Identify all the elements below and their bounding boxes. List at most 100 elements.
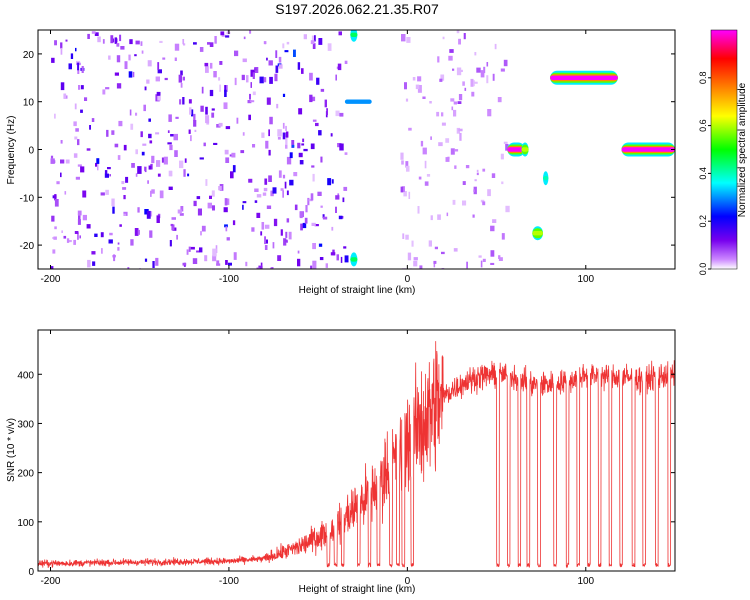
heatmap-cell: [91, 251, 96, 255]
heatmap-cell: [486, 75, 489, 84]
heatmap-cell: [434, 246, 438, 250]
heatmap-cell: [116, 55, 121, 63]
heatmap-cell: [319, 257, 324, 261]
heatmap-cell: [454, 165, 457, 169]
heatmap-cell: [220, 31, 225, 36]
heatmap-cell: [186, 249, 189, 255]
heatmap-cell: [277, 255, 282, 261]
snr-frame: [37, 329, 676, 572]
heatmap-cell: [193, 120, 197, 127]
heatmap-cell: [105, 87, 110, 90]
heatmap-cell: [80, 109, 83, 113]
heatmap-cell: [450, 148, 455, 155]
snr-x-tick-label: 100: [577, 576, 594, 587]
heatmap-cell: [411, 240, 414, 247]
heatmap-cell: [61, 230, 63, 233]
heatmap-cell: [75, 47, 77, 52]
heatmap-cell: [178, 74, 182, 83]
heatmap-cell: [149, 140, 153, 144]
heatmap-cell: [134, 228, 139, 236]
heatmap-cell: [91, 118, 95, 122]
heatmap-cell: [224, 198, 228, 206]
heatmap-cell: [196, 250, 200, 253]
heatmap-cell: [400, 186, 404, 193]
heatmap-cell: [310, 143, 315, 150]
heatmap-cell: [284, 181, 287, 189]
heatmap-cell: [74, 231, 79, 234]
snr-panel: -200 -100 0 100 0 100 200 300 400 Height of str…: [6, 329, 676, 595]
heatmap-cell: [211, 108, 215, 111]
heatmap-cell: [53, 236, 57, 240]
heatmap-cell: [285, 137, 288, 145]
heatmap-cell: [331, 179, 334, 184]
heatmap-cell: [54, 40, 57, 46]
heatmap-cell: [262, 192, 267, 196]
heatmap-cell: [169, 240, 172, 247]
heatmap-cell: [106, 129, 109, 137]
heatmap-cell: [179, 99, 182, 105]
heatmap-cell: [225, 126, 231, 130]
heatmap-y-tick-label: 0: [28, 146, 34, 157]
heatmap-cell: [109, 174, 111, 177]
heatmap-cell: [419, 265, 423, 269]
heatmap-cell: [450, 98, 455, 102]
heatmap-cell: [308, 198, 313, 202]
heatmap-cell: [404, 82, 407, 90]
heatmap-cell: [264, 245, 268, 250]
heatmap-cell: [405, 98, 409, 102]
heatmap-cell: [199, 247, 203, 253]
heatmap-cell: [462, 81, 465, 86]
heatmap-cell: [148, 133, 152, 139]
heatmap-cell: [330, 252, 336, 256]
heatmap-cell: [302, 138, 305, 143]
heatmap-cell: [501, 233, 505, 240]
heatmap-cell: [429, 101, 432, 104]
heatmap-cell: [230, 171, 234, 179]
heatmap-cell: [54, 113, 56, 119]
heatmap-cell: [252, 91, 256, 96]
heatmap-cell: [453, 101, 457, 105]
heatmap-cell: [263, 41, 267, 45]
heatmap-cell: [201, 86, 204, 94]
heatmap-cell: [242, 201, 247, 204]
heatmap-cell: [218, 122, 223, 127]
heatmap-cell: [111, 198, 115, 207]
heatmap-cell: [301, 143, 305, 146]
heatmap-cell: [338, 31, 342, 36]
heatmap-x-axis-label: Height of straight line (km): [299, 285, 416, 296]
heatmap-x-tick-label: -200: [40, 274, 60, 285]
heatmap-cell: [232, 165, 236, 173]
heatmap-cell: [60, 159, 65, 164]
snr-y-tick-label: 0: [28, 567, 34, 578]
heatmap-cell: [140, 41, 143, 46]
heatmap-cell: [256, 267, 260, 269]
heatmap-cell: [137, 229, 140, 235]
heatmap-cell: [109, 232, 113, 236]
heatmap-cell: [492, 73, 495, 81]
heatmap-cell: [490, 250, 495, 257]
heatmap-cell: [408, 191, 411, 199]
heatmap-cell: [482, 168, 486, 172]
colorbar-gradient: [710, 29, 738, 270]
heatmap-cell: [282, 43, 285, 49]
heatmap-cell: [78, 215, 81, 223]
heatmap-cell: [494, 43, 497, 50]
heatmap-cell: [188, 246, 191, 252]
heatmap-cell: [193, 200, 197, 207]
heatmap-cell: [280, 229, 283, 236]
heatmap-cell: [77, 210, 82, 216]
heatmap-cell: [330, 133, 333, 137]
heatmap-cell: [342, 197, 345, 203]
heatmap-cell: [65, 159, 70, 164]
heatmap-cell: [179, 160, 184, 169]
heatmap-cell: [221, 34, 226, 37]
snr-y-tick-label: 300: [17, 419, 34, 430]
heatmap-cell: [284, 50, 289, 53]
heatmap-cell: [339, 112, 344, 117]
heatmap-cell: [174, 43, 180, 51]
heatmap-cell: [151, 155, 155, 164]
heatmap-cell: [445, 157, 450, 162]
heatmap-cell: [218, 77, 221, 81]
heatmap-cell: [207, 42, 211, 45]
heatmap-cell: [420, 140, 424, 147]
